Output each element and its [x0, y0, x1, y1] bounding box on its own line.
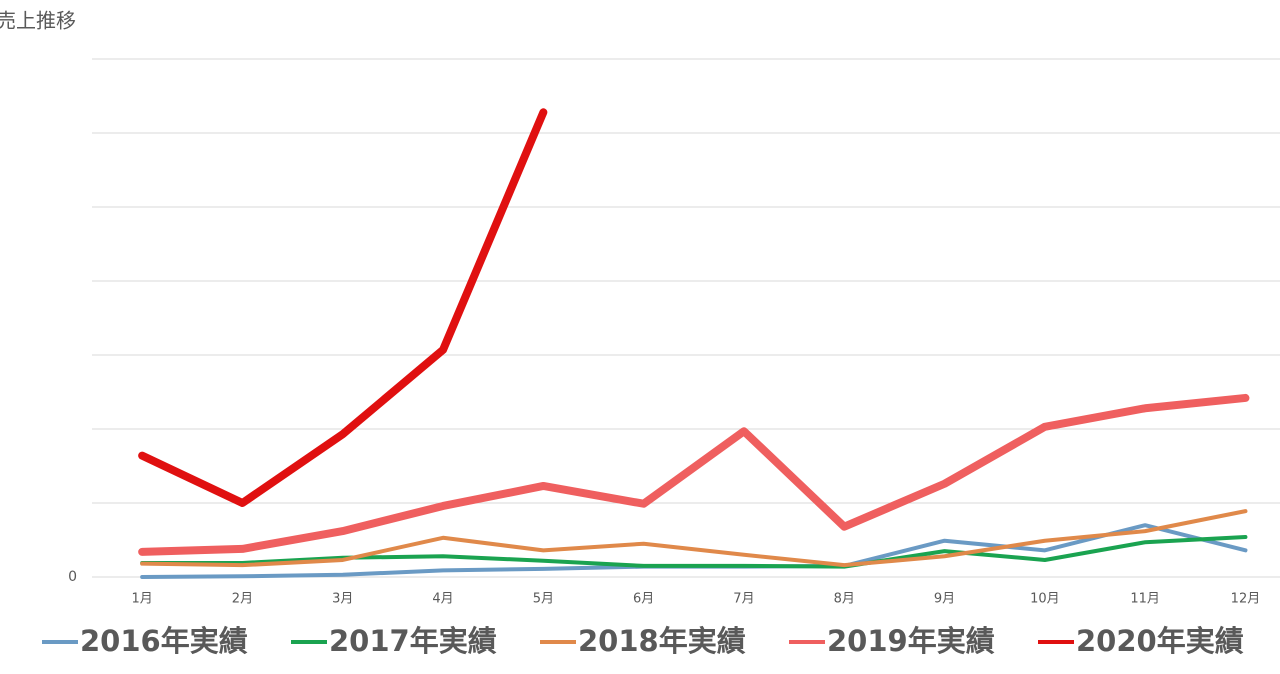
series-line: [140, 535, 1248, 569]
x-tick-label: 6月: [633, 592, 654, 607]
legend-label: 2017年実績: [329, 624, 497, 658]
chart-title: 売上推移: [0, 9, 76, 33]
x-tick-label: 7月: [733, 592, 754, 607]
legend-label: 2016年実績: [80, 624, 248, 658]
legend-label: 2020年実績: [1076, 624, 1244, 658]
series-line: [138, 393, 1250, 556]
x-tick-label: 10月: [1030, 592, 1060, 607]
x-tick-label: 3月: [332, 592, 353, 607]
x-tick-label: 12月: [1231, 592, 1261, 607]
x-tick-label: 9月: [934, 592, 955, 607]
x-tick-label: 11月: [1130, 592, 1160, 607]
x-tick-label: 4月: [432, 592, 453, 607]
x-tick-label: 5月: [533, 592, 554, 607]
legend-label: 2019年実績: [827, 624, 995, 658]
series-line: [138, 108, 548, 507]
x-tick-label: 1月: [132, 592, 153, 607]
series-line: [140, 509, 1248, 568]
x-tick-label: 8月: [834, 592, 855, 607]
y-tick-label: 0: [68, 569, 77, 585]
legend-label: 2018年実績: [578, 624, 746, 658]
x-tick-label: 2月: [232, 592, 253, 607]
